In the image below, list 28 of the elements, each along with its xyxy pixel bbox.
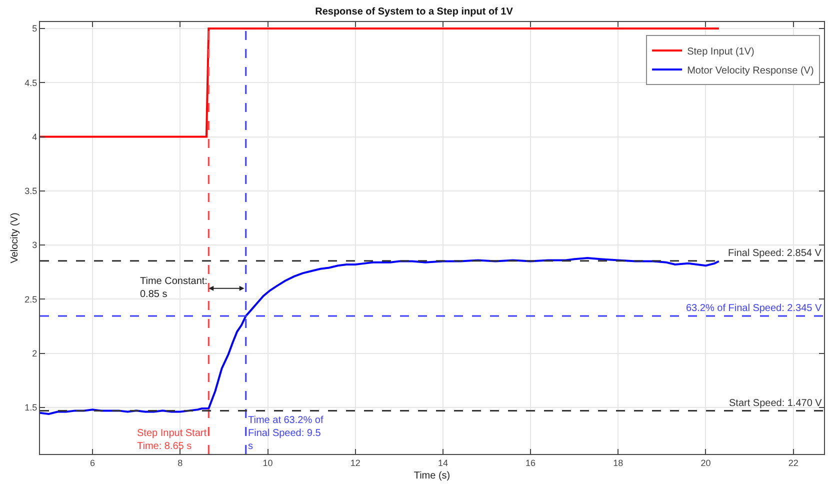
x-tick-label: 6: [90, 458, 96, 468]
legend-label: Step Input (1V): [687, 46, 754, 58]
annotation: Time Constant: 0.85 s: [140, 276, 208, 300]
ref-line-label: Time at 63.2% of Final Speed: 9.5 s: [248, 415, 324, 452]
ref-line-label: 63.2% of Final Speed: 2.345 V: [686, 303, 822, 314]
y-tick-label: 1.5: [24, 402, 38, 413]
ref-line-label: Final Speed: 2.854 V: [728, 248, 822, 259]
y-tick-label: 5: [32, 24, 38, 34]
x-tick-label: 16: [526, 458, 536, 468]
y-tick-label: 3.5: [24, 186, 38, 196]
y-tick-label: 2.5: [24, 294, 38, 304]
y-axis-title: Velocity (V): [10, 212, 21, 264]
ref-line-label: Step Input Start Time: 8.65 s: [137, 428, 207, 452]
x-tick-label: 10: [262, 458, 273, 468]
legend-label: Motor Velocity Response (V): [687, 65, 814, 76]
y-tick-label: 2: [32, 348, 38, 358]
x-tick-label: 18: [613, 458, 624, 468]
y-tick-label: 4: [32, 132, 38, 142]
chart-title: Response of System to a Step input of 1V: [315, 6, 514, 18]
y-tick-label: 4.5: [24, 78, 38, 88]
x-axis-title: Time (s): [414, 470, 450, 482]
ref-line-label: Start Speed: 1.470 V: [729, 398, 822, 409]
y-tick-label: 3: [32, 240, 38, 250]
x-tick-label: 14: [438, 458, 448, 468]
x-tick-label: 12: [350, 458, 360, 468]
x-tick-label: 22: [788, 458, 798, 468]
x-tick-label: 20: [700, 458, 711, 468]
x-tick-label: 8: [178, 458, 183, 468]
